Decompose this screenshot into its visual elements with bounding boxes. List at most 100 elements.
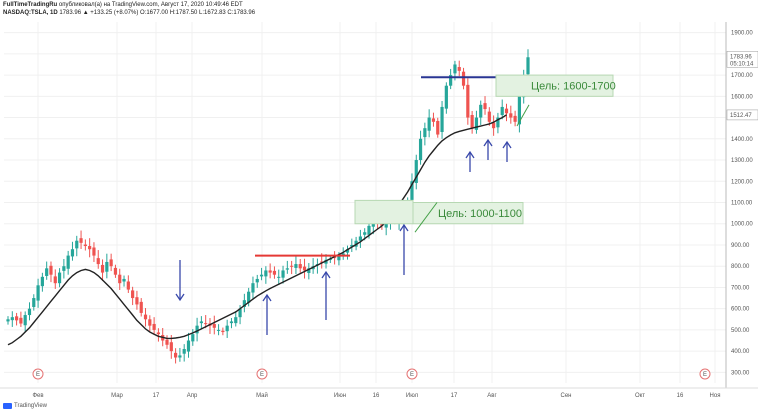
candle-body (186, 340, 191, 352)
candle-body (165, 339, 169, 345)
green-arrow (516, 104, 530, 127)
candle-body (23, 315, 27, 326)
earnings-marker-label: E (410, 372, 414, 378)
candle-body (492, 122, 496, 129)
time-tick-label: Мар (111, 393, 123, 399)
candle-body (66, 255, 70, 269)
price-tick-label: 1300.00 (731, 158, 753, 164)
candle-body (320, 261, 324, 263)
ma-price-label: 1512.47 (730, 113, 752, 119)
candle-body (242, 300, 246, 307)
candle-body (83, 244, 87, 247)
candle-body (19, 317, 23, 324)
candle-body (461, 71, 466, 86)
candle-body (148, 319, 152, 326)
candle-body (337, 255, 341, 261)
candle-body (212, 323, 216, 328)
candle-body (32, 298, 36, 307)
candle-body (6, 319, 10, 322)
candle-body (45, 268, 49, 276)
moving-average-line (7, 114, 507, 346)
candle-body (27, 308, 32, 316)
candle-body (431, 118, 436, 122)
price-tick-label: 1000.00 (731, 222, 753, 228)
up-arrow-head (502, 140, 512, 149)
symbol-label: NASDAQ:TSLA, 1D (3, 10, 58, 16)
candle-body (139, 301, 143, 313)
candle-body (247, 291, 251, 303)
candle-body (324, 259, 328, 264)
target-box-1 (354, 199, 414, 225)
time-tick-label: Май (256, 392, 268, 399)
candle-body (126, 281, 130, 290)
earnings-marker-icon (32, 368, 44, 380)
time-tick-label: Окт (635, 393, 645, 399)
candle-body (470, 115, 474, 129)
candle-body (251, 283, 255, 293)
footer-brand[interactable]: TradingView (3, 403, 47, 409)
candle-body (509, 113, 513, 118)
candle-body (423, 128, 427, 138)
up-arrow-head (321, 270, 331, 279)
candle-body (204, 323, 208, 325)
candle-body (453, 64, 457, 74)
candle-body (57, 272, 62, 284)
candle-body (14, 316, 19, 321)
target-label-2: Цель: 1600-1700 (531, 81, 616, 93)
earnings-marker-icon (256, 368, 268, 380)
candle-body (350, 244, 354, 247)
candle-body (199, 321, 203, 324)
price-tick-label: 300.00 (731, 370, 750, 376)
up-arrow-head (483, 138, 493, 147)
candle-body (109, 259, 113, 267)
price-tick-label: 900.00 (731, 243, 750, 249)
candle-body (483, 103, 487, 110)
candle-body (513, 115, 517, 122)
target-box-2 (495, 74, 614, 97)
time-tick-label: Апр (187, 393, 198, 399)
candle-body (290, 265, 294, 267)
candle-body (100, 264, 105, 273)
time-tick-label: 17 (451, 393, 458, 399)
candle-body (418, 138, 423, 161)
brand-label: TradingView (14, 403, 48, 409)
candle-body (49, 265, 53, 275)
author-name[interactable]: FullTimeTradingRu (3, 2, 58, 8)
candle-body (40, 276, 44, 287)
price-tick-label: 700.00 (731, 285, 750, 291)
candle-body (92, 247, 96, 256)
candle-body (487, 111, 491, 122)
candle-body (466, 84, 470, 118)
candle-body (152, 323, 156, 330)
candle-body (62, 266, 66, 271)
earnings-marker-label: E (260, 372, 264, 378)
candle-body (135, 297, 139, 305)
candle-body (427, 117, 431, 131)
candle-body (268, 270, 272, 273)
candle-body (79, 238, 83, 243)
time-tick-label: 16 (677, 393, 684, 399)
candle-body (345, 249, 350, 253)
candle-body (216, 329, 221, 331)
candle-body (436, 120, 440, 135)
candle-body (504, 108, 509, 114)
time-tick-label: Сен (561, 393, 572, 399)
candle-body (259, 274, 264, 277)
candle-body (238, 308, 242, 318)
candle-body (444, 85, 448, 109)
quote-values: 1783.96 ▲ +133.25 (+8.07%) O:1677.00 H:1… (59, 10, 256, 16)
time-tick-label: Ноя (710, 393, 721, 399)
candle-body (294, 264, 298, 268)
candle-body (358, 236, 362, 241)
price-tick-label: 1400.00 (731, 137, 753, 143)
candle-body (517, 96, 522, 125)
candle-body (88, 246, 92, 250)
candle-body (229, 321, 234, 324)
candle-body (264, 270, 268, 277)
price-tick-label: 500.00 (731, 328, 750, 334)
earnings-marker-icon (406, 368, 418, 380)
candle-body (307, 268, 311, 274)
candle-body (122, 278, 126, 282)
target-label-box-1 (412, 202, 524, 225)
